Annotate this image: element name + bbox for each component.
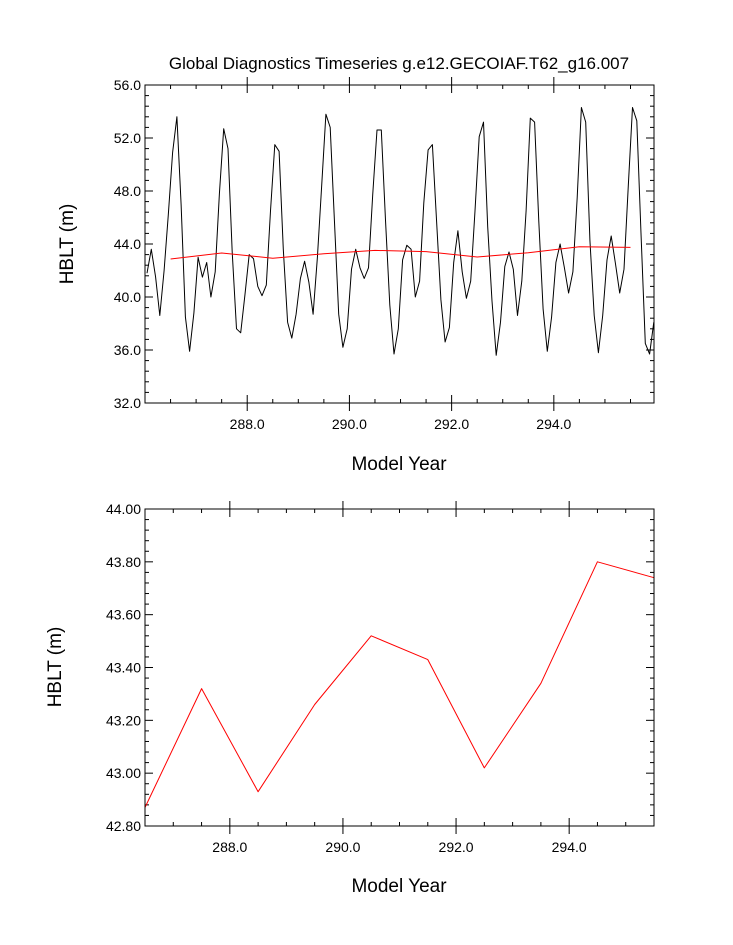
x-tick-label: 288.0 [230,416,265,432]
y-tick-label: 43.40 [106,660,141,676]
y-tick-label: 52.0 [114,130,141,146]
y-tick-label: 43.60 [106,607,141,623]
x-tick-label: 292.0 [439,839,474,855]
x-tick-label: 290.0 [325,839,360,855]
y-tick-label: 36.0 [114,342,141,358]
x-tick-label: 290.0 [332,416,367,432]
x-tick-label: 292.0 [434,416,469,432]
bottom-series [144,561,655,808]
top-tick-labels: 288.0 290.0 292.0 294.0 32.0 36.0 40.0 44.0 48.0… [114,77,572,432]
top-y-axis-label: HBLT (m) [57,204,78,285]
bottom-tick-labels: 288.0 290.0 292.0 294.0 42.80 43.00 43.20 43.40… [106,501,587,855]
bottom-y-axis-label: HBLT (m) [45,627,66,708]
y-tick-label: 43.20 [106,712,141,728]
timeseries-chart-top: Global Diagnostics Timeseries g.e12.GECO… [57,54,655,475]
annual-mean-chart-bottom: 288.0 290.0 292.0 294.0 42.80 43.00 43.20 43.40… [45,501,655,897]
y-tick-label: 43.80 [106,554,141,570]
bottom-plot-frame [144,508,655,827]
y-tick-label: 32.0 [114,395,141,411]
y-tick-label: 44.0 [114,236,141,252]
bottom-x-axis-label: Model Year [351,876,447,897]
x-tick-label: 294.0 [536,416,571,432]
series-line-annual-mean [170,246,631,260]
y-tick-label: 42.80 [106,818,141,834]
y-tick-label: 56.0 [114,77,141,93]
top-x-axis-label: Model Year [351,454,447,475]
series-line-monthly [146,107,655,356]
x-tick-label: 288.0 [212,839,247,855]
bottom-axes-ticks [144,501,655,834]
x-tick-label: 294.0 [552,839,587,855]
series-line-annual-mean [144,561,655,808]
top-axes-ticks [144,77,654,411]
y-tick-label: 44.00 [106,501,141,517]
chart-title: Global Diagnostics Timeseries g.e12.GECO… [169,54,629,73]
y-tick-label: 48.0 [114,183,141,199]
y-tick-label: 43.00 [106,765,141,781]
top-series [146,107,655,356]
y-tick-label: 40.0 [114,289,141,305]
top-plot-frame [144,84,655,404]
